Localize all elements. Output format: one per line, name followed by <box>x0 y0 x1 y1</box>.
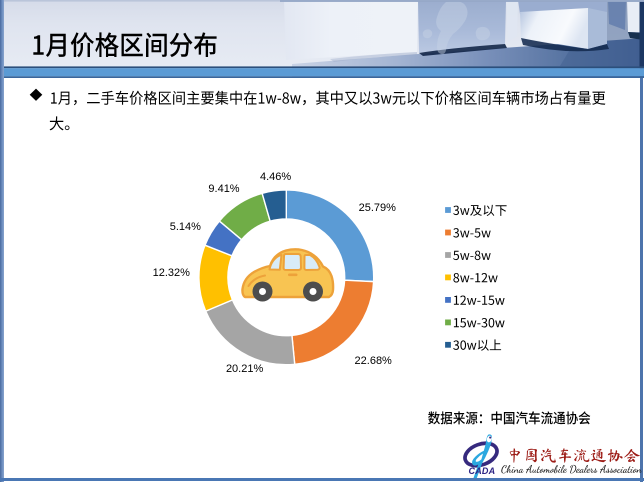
svg-text:CADA: CADA <box>469 466 496 476</box>
